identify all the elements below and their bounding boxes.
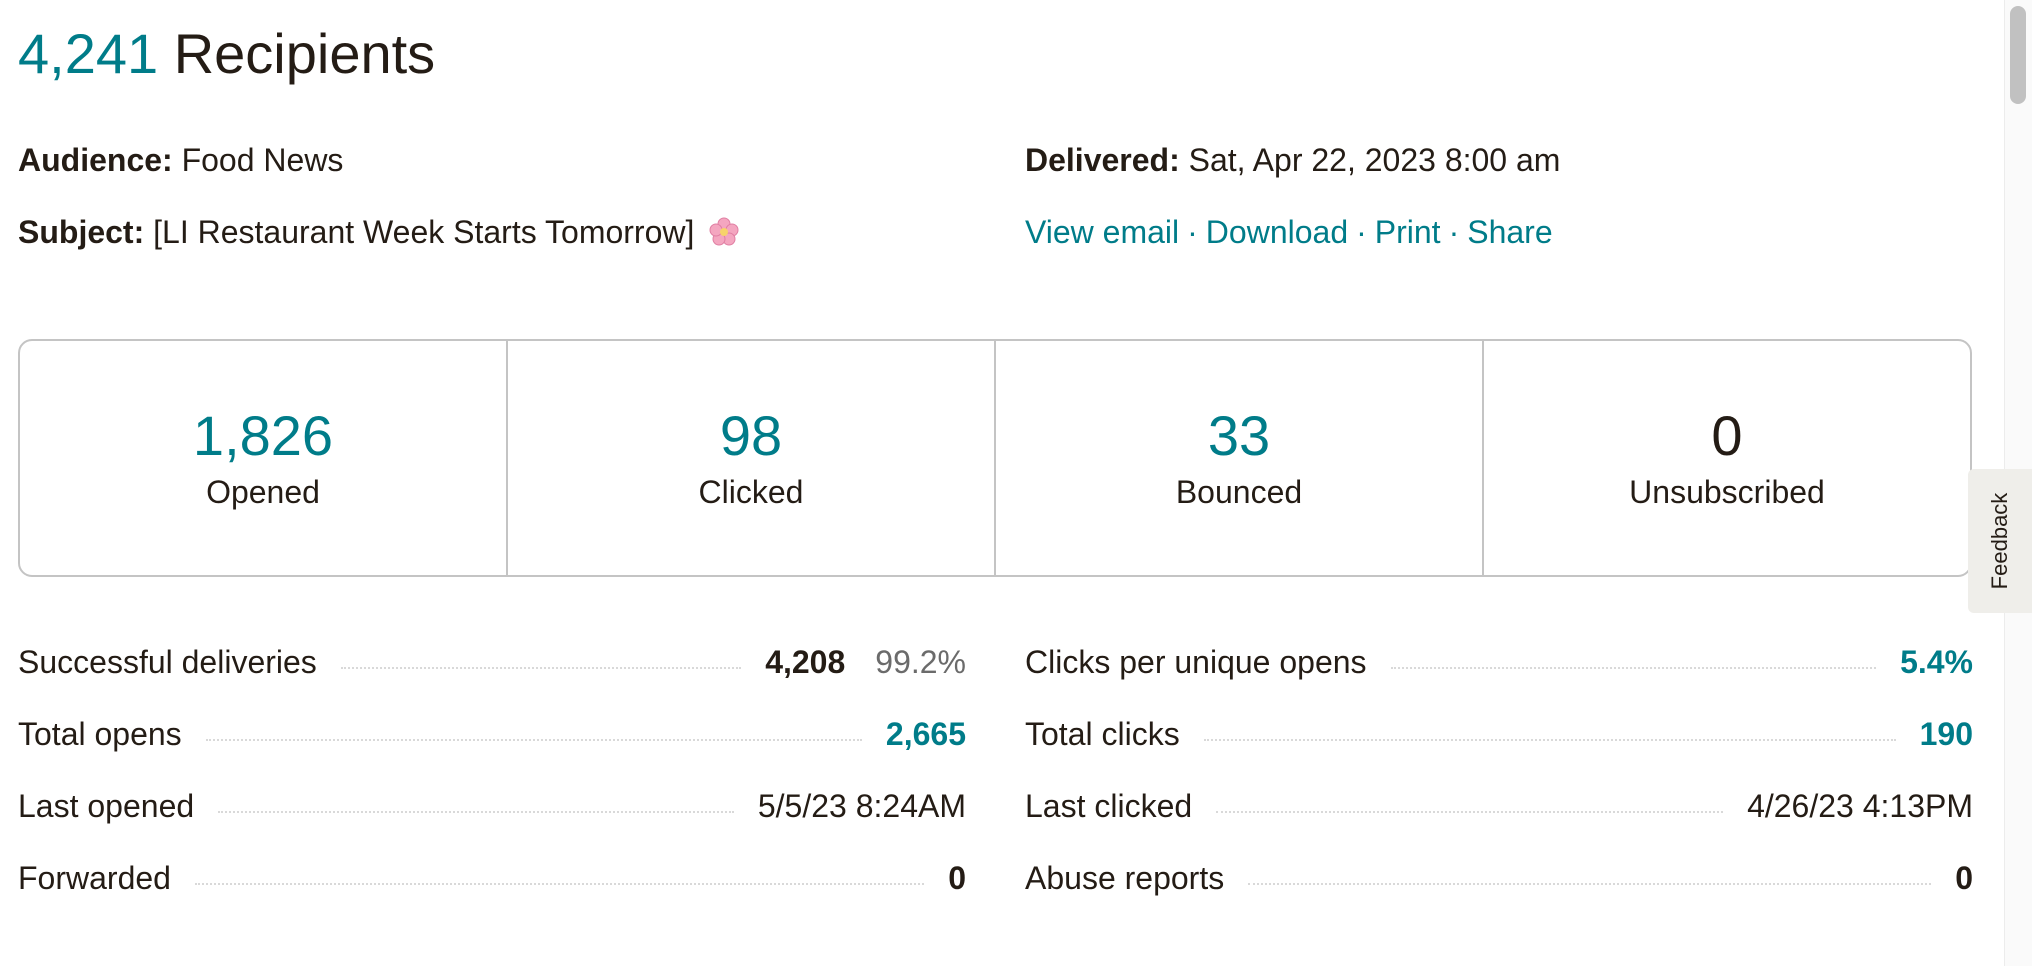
link-separator: · [1187, 214, 1198, 250]
metric-label: Successful deliveries [18, 644, 317, 680]
metric-value: 0 [1955, 860, 1973, 896]
subject-value: [LI Restaurant Week Starts Tomorrow] [153, 214, 695, 250]
metric-value: 5.4% [1900, 644, 1973, 680]
audience-value: Food News [181, 142, 344, 178]
stat-opened: 1,826 Opened [20, 341, 508, 575]
metric-label: Clicks per unique opens [1025, 644, 1367, 680]
subject-line: Subject: [LI Restaurant Week Starts Tomo… [18, 212, 739, 252]
recipients-label: Recipients [173, 22, 436, 85]
link-separator: · [1356, 214, 1367, 250]
metric-label: Forwarded [18, 860, 171, 896]
view-email-link[interactable]: View email [1025, 214, 1180, 250]
metric-label: Last clicked [1025, 788, 1193, 824]
print-link[interactable]: Print [1374, 214, 1441, 250]
metric-value: 4/26/23 4:13PM [1747, 788, 1973, 824]
dotted-leader [205, 739, 862, 741]
delivered-value: Sat, Apr 22, 2023 8:00 am [1188, 142, 1561, 178]
stat-value: 0 [1711, 404, 1743, 467]
audience-line: Audience: Food News [18, 140, 343, 180]
share-link[interactable]: Share [1467, 214, 1553, 250]
dotted-leader [218, 811, 734, 813]
recipients-count: 4,241 [18, 22, 159, 85]
audience-label: Audience: [18, 142, 173, 178]
metric-row: Abuse reports 0 [1025, 858, 1973, 930]
stat-label: Unsubscribed [1629, 474, 1825, 510]
page-title: 4,241 Recipients [18, 18, 435, 90]
delivered-label: Delivered: [1025, 142, 1180, 178]
delivered-line: Delivered: Sat, Apr 22, 2023 8:00 am [1025, 140, 1560, 180]
dotted-leader [194, 883, 925, 885]
metric-percent: 99.2% [875, 644, 966, 680]
stat-value: 33 [1207, 404, 1271, 467]
metric-value-link[interactable]: 2,665 [885, 716, 966, 752]
stat-bounced: 33 Bounced [996, 341, 1484, 575]
metric-value-link[interactable]: 190 [1919, 716, 1973, 752]
cherry-blossom-icon [709, 217, 739, 246]
metric-row: Successful deliveries 4,208 99.2% [18, 642, 966, 714]
dotted-leader [1203, 739, 1896, 741]
metric-label: Last opened [18, 788, 195, 824]
dotted-leader [1216, 811, 1724, 813]
stat-value: 98 [719, 404, 783, 467]
feedback-tab[interactable]: Feedback [1968, 469, 2032, 613]
feedback-label: Feedback [1987, 492, 2012, 590]
stat-label: Clicked [698, 474, 804, 510]
dotted-leader [1390, 667, 1877, 669]
summary-stats: 1,826 Opened 98 Clicked 33 Bounced 0 Uns… [18, 339, 1972, 577]
email-actions: View email · Download · Print · Share [1025, 212, 1553, 252]
metric-row: Total opens 2,665 [18, 714, 966, 786]
dotted-leader [1248, 883, 1932, 885]
metric-row: Last opened 5/5/23 8:24AM [18, 786, 966, 858]
metrics-left: Successful deliveries 4,208 99.2% Total … [18, 642, 966, 930]
metric-value: 5/5/23 8:24AM [757, 788, 966, 824]
stat-label: Bounced [1175, 474, 1303, 510]
scrollbar-thumb[interactable] [2010, 6, 2026, 104]
link-separator: · [1448, 214, 1460, 250]
stat-unsubscribed: 0 Unsubscribed [1484, 341, 1970, 575]
stat-clicked: 98 Clicked [508, 341, 996, 575]
dotted-leader [340, 667, 742, 669]
metrics-right: Clicks per unique opens 5.4% Total click… [1025, 642, 1973, 930]
metric-label: Total clicks [1025, 716, 1180, 752]
metric-label: Abuse reports [1025, 860, 1225, 896]
subject-label: Subject: [18, 214, 145, 250]
download-link[interactable]: Download [1205, 214, 1349, 250]
stat-value: 1,826 [192, 404, 334, 467]
metric-row: Last clicked 4/26/23 4:13PM [1025, 786, 1973, 858]
metric-label: Total opens [18, 716, 182, 752]
metric-row: Total clicks 190 [1025, 714, 1973, 786]
metric-value: 0 [948, 860, 966, 896]
stat-label: Opened [206, 474, 320, 510]
metric-row: Clicks per unique opens 5.4% [1025, 642, 1973, 714]
metric-row: Forwarded 0 [18, 858, 966, 930]
metric-value: 4,208 [765, 644, 846, 680]
